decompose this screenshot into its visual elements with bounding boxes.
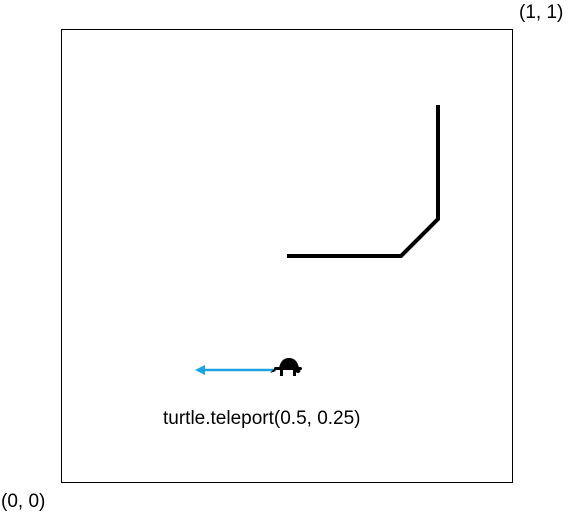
pen-trail-line [287,105,440,258]
turtle-canvas-frame [61,29,513,483]
code-caption: turtle.teleport(0.5, 0.25) [163,408,361,429]
top-right-coordinate-label: (1, 1) [519,2,564,23]
arrow-head [195,365,205,375]
turtle-icon [270,358,302,376]
movement-arrow [195,365,274,375]
bottom-left-coordinate-label: (0, 0) [1,491,46,512]
